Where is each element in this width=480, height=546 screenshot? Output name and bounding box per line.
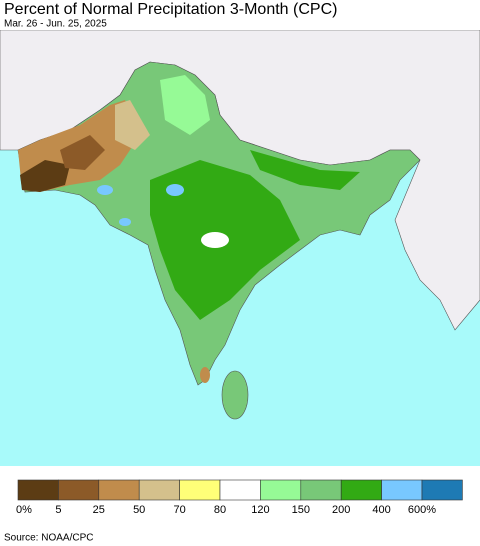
wet-region — [250, 150, 360, 190]
footer-bg — [0, 466, 480, 546]
legend-swatch — [219, 479, 261, 501]
legend-label: 400 — [372, 504, 390, 516]
legend-swatch — [300, 479, 342, 501]
legend-label: 0% — [16, 504, 32, 516]
legend-label: 25 — [93, 504, 105, 516]
subtitle: Mar. 26 - Jun. 25, 2025 — [4, 19, 107, 30]
legend-label: 50 — [133, 504, 145, 516]
legend-label: 70 — [173, 504, 185, 516]
legend-swatch — [381, 479, 423, 501]
legend: 0% 5 25 50 70 80 120 150 200 400 600% — [16, 479, 463, 516]
wet-spot — [97, 185, 113, 195]
header-bg — [0, 0, 480, 30]
dry-region — [60, 135, 105, 170]
wet-spot — [166, 184, 184, 196]
normal-spot — [201, 232, 229, 248]
legend-label: 600% — [408, 504, 436, 516]
map — [0, 29, 480, 466]
title: Percent of Normal Precipitation 3-Month … — [4, 1, 337, 18]
legend-label: 200 — [332, 504, 350, 516]
dry-spot — [200, 367, 210, 383]
legend-label: 80 — [214, 504, 226, 516]
legend-swatch — [260, 479, 302, 501]
source: Source: NOAA/CPC — [4, 533, 93, 544]
legend-swatch — [421, 479, 463, 501]
legend-swatch — [340, 479, 382, 501]
legend-swatch — [17, 479, 59, 501]
legend-label: 5 — [55, 504, 61, 516]
legend-label: 120 — [251, 504, 269, 516]
legend-swatch — [179, 479, 221, 501]
sri-lanka — [221, 370, 249, 420]
legend-swatch — [98, 479, 140, 501]
very-dry-region — [20, 160, 70, 192]
legend-swatch — [138, 479, 180, 501]
wet-spot — [119, 218, 131, 226]
moist-region — [160, 75, 210, 135]
legend-swatch — [58, 479, 100, 501]
dry-region — [115, 100, 150, 150]
legend-label: 150 — [292, 504, 310, 516]
